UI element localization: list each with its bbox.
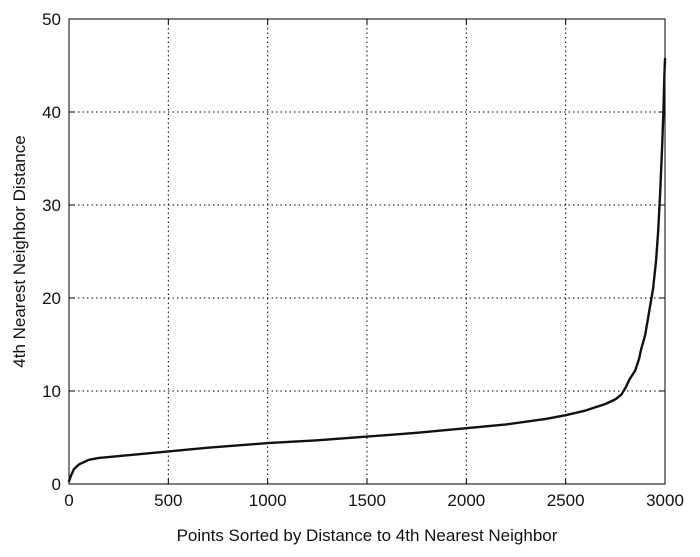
y-tick-label: 50 xyxy=(42,10,61,29)
y-tick-label: 30 xyxy=(42,196,61,215)
x-tick-label: 1500 xyxy=(348,491,386,510)
x-axis-label: Points Sorted by Distance to 4th Nearest… xyxy=(177,526,558,545)
y-axis-label: 4th Nearest Neighbor Distance xyxy=(10,135,29,367)
x-tick-label: 2500 xyxy=(547,491,585,510)
x-tick-label: 2000 xyxy=(447,491,485,510)
x-tick-label: 0 xyxy=(64,491,73,510)
x-tick-label: 500 xyxy=(154,491,182,510)
x-tick-label: 1000 xyxy=(249,491,287,510)
grid-lines xyxy=(69,19,665,484)
y-tick-label: 40 xyxy=(42,103,61,122)
series-line xyxy=(67,57,667,483)
y-tick-label: 20 xyxy=(42,289,61,308)
tick-labels: 0 500 1000 1500 2000 2500 3000 0 10 20 30 40 50 xyxy=(42,10,684,510)
y-tick-label: 10 xyxy=(42,382,61,401)
y-tick-label: 0 xyxy=(52,475,61,494)
x-tick-label: 3000 xyxy=(646,491,684,510)
axis-ticks xyxy=(68,18,666,485)
plot-frame xyxy=(68,18,666,485)
